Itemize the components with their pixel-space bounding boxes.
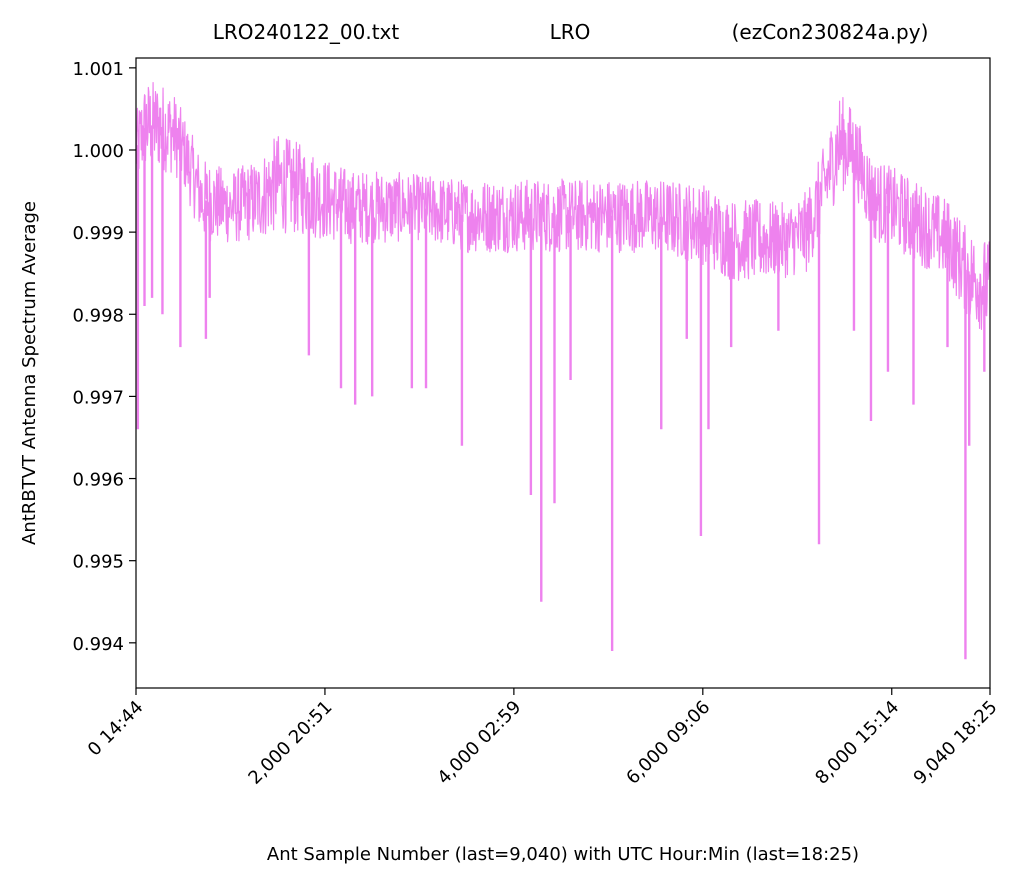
y-axis-label: AntRBTVT Antenna Spectrum Average: [19, 201, 40, 545]
series-line: [136, 82, 990, 330]
y-tick-label: 0.996: [72, 470, 124, 491]
y-axis-ticks: 1.001 1.000 0.999 0.998 0.997 0.996 0.995 0.994: [72, 59, 136, 655]
data-series-group: [136, 82, 990, 330]
x-tick-label: 8,000 15:14: [811, 697, 903, 789]
dips-group: [136, 125, 986, 660]
y-tick-label: 0.997: [72, 387, 124, 408]
y-tick-label: 0.998: [72, 305, 124, 326]
y-tick-label: 1.000: [72, 141, 124, 162]
x-axis-label: Ant Sample Number (last=9,040) with UTC …: [267, 844, 859, 865]
y-tick-label: 0.999: [72, 223, 124, 244]
chart-title-center: LRO: [550, 20, 591, 44]
x-tick-label: 6,000 09:06: [622, 697, 714, 789]
y-tick-label: 1.001: [72, 59, 124, 80]
chart-title-right: (ezCon230824a.py): [732, 20, 929, 44]
x-axis-ticks: 0 14:44 2,000 20:51 4,000 02:59 6,000 09:06…: [84, 688, 1002, 789]
x-tick-label: 9,040 18:25: [910, 697, 1002, 789]
x-tick-label: 2,000 20:51: [244, 697, 336, 789]
y-tick-label: 0.994: [72, 634, 124, 655]
chart-title-left: LRO240122_00.txt: [213, 20, 400, 44]
x-tick-label: 0 14:44: [84, 697, 148, 761]
plot-frame: [135, 57, 991, 689]
y-tick-label: 0.995: [72, 552, 124, 573]
x-tick-label: 4,000 02:59: [433, 697, 525, 789]
